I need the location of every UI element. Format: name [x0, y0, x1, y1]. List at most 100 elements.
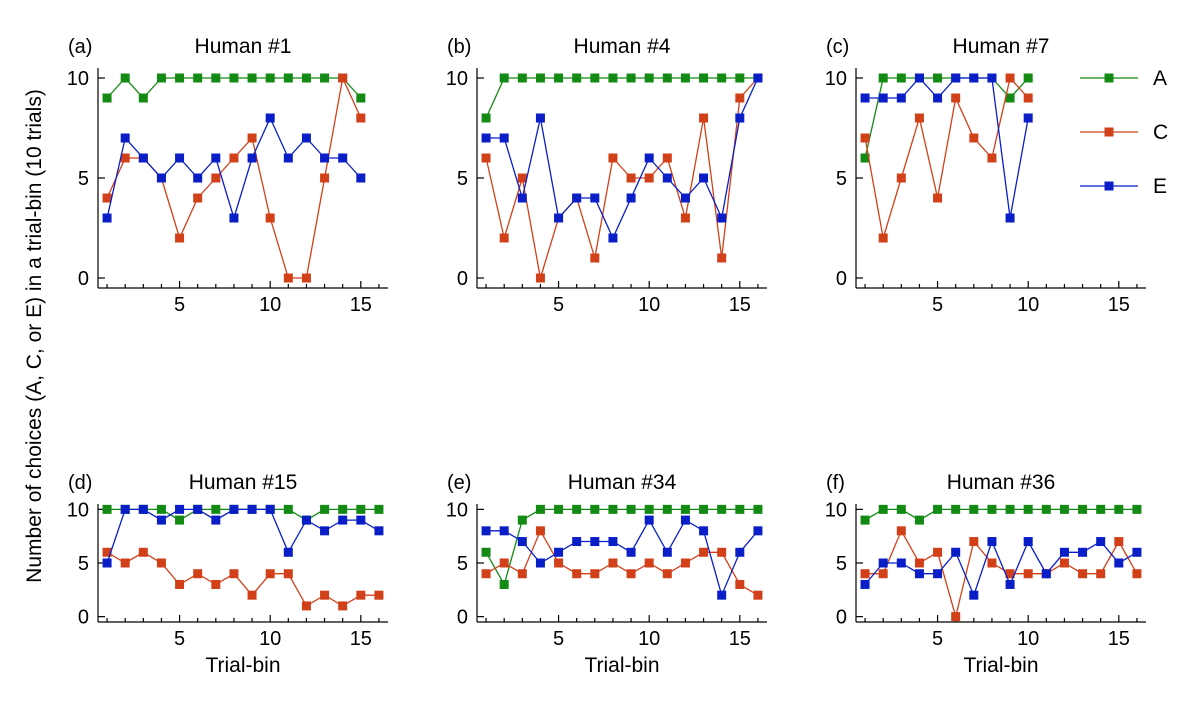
data-point-C — [356, 590, 366, 600]
y-tick-label: 10 — [825, 499, 847, 521]
data-point-E — [554, 213, 564, 223]
data-point-C — [644, 173, 654, 183]
data-point-E — [229, 504, 239, 514]
series-line-E — [864, 539, 1138, 598]
data-point-C — [374, 590, 384, 600]
data-point-E — [1041, 569, 1051, 579]
data-point-A — [175, 73, 185, 83]
data-point-A — [102, 93, 112, 103]
x-tick-label: 15 — [350, 294, 372, 316]
data-point-E — [156, 515, 166, 525]
data-point-E — [211, 153, 221, 163]
x-tick-label: 15 — [729, 294, 751, 316]
data-point-E — [175, 153, 185, 163]
data-point-A — [211, 504, 221, 514]
series-C — [481, 73, 763, 283]
data-point-A — [1078, 504, 1088, 514]
data-point-E — [914, 569, 924, 579]
x-tick-label: 10 — [638, 628, 660, 650]
data-point-E — [102, 558, 112, 568]
y-tick-label: 0 — [836, 607, 847, 629]
data-point-A — [211, 73, 221, 83]
data-point-A — [1023, 73, 1033, 83]
data-point-A — [120, 73, 130, 83]
data-point-C — [1005, 569, 1015, 579]
data-point-A — [481, 547, 491, 557]
data-point-A — [735, 73, 745, 83]
data-point-E — [753, 526, 763, 536]
data-point-E — [987, 73, 997, 83]
data-point-C — [699, 547, 709, 557]
x-tick-label: 10 — [259, 628, 281, 650]
data-point-E — [535, 558, 545, 568]
data-point-A — [156, 73, 166, 83]
data-point-E — [1078, 547, 1088, 557]
data-point-E — [590, 537, 600, 547]
series-line-C — [485, 529, 759, 596]
data-point-C — [951, 93, 961, 103]
data-point-C — [914, 113, 924, 123]
data-point-A — [229, 73, 239, 83]
data-point-C — [338, 73, 348, 83]
data-point-A — [499, 579, 509, 589]
data-point-A — [878, 504, 888, 514]
series-line-E — [486, 77, 759, 240]
data-point-C — [1023, 93, 1033, 103]
data-point-E — [753, 73, 763, 83]
data-point-C — [572, 569, 582, 579]
data-point-A — [283, 73, 293, 83]
series-line-A — [107, 508, 379, 521]
data-point-A — [138, 93, 148, 103]
series-line-C — [485, 77, 759, 279]
y-tick-label: 10 — [67, 499, 89, 521]
data-point-E — [608, 537, 618, 547]
data-point-E — [878, 558, 888, 568]
data-point-A — [320, 504, 330, 514]
data-point-E — [338, 515, 348, 525]
data-point-A — [717, 73, 727, 83]
x-tick-label: 10 — [1017, 628, 1039, 650]
data-point-E — [699, 173, 709, 183]
series-line-A — [485, 77, 758, 119]
y-tick-label: 0 — [78, 607, 89, 629]
legend-label: A — [1153, 67, 1167, 90]
data-point-A — [699, 73, 709, 83]
series-A — [102, 73, 366, 103]
data-point-A — [1005, 93, 1015, 103]
panel-6: 0 5 10 5 10 15 (f) Human #36 Trial-bin — [825, 471, 1146, 677]
data-point-C — [175, 579, 185, 589]
series-line-C — [865, 529, 1138, 620]
data-point-C — [481, 569, 491, 579]
x-tick-label: 5 — [932, 294, 943, 316]
series-E — [481, 515, 763, 600]
series-E — [860, 537, 1142, 600]
data-point-E — [102, 213, 112, 223]
data-point-C — [951, 612, 961, 622]
data-point-C — [878, 569, 888, 579]
data-point-E — [699, 526, 709, 536]
data-point-C — [896, 526, 906, 536]
panel-4: 0 5 10 5 10 15 (d) Human #15 Trial-bin — [67, 471, 388, 677]
data-point-C — [626, 569, 636, 579]
y-tick-label: 5 — [836, 168, 847, 190]
data-point-E — [662, 547, 672, 557]
data-point-A — [969, 504, 979, 514]
data-point-A — [896, 73, 906, 83]
data-point-E — [969, 73, 979, 83]
data-point-C — [265, 213, 275, 223]
data-point-E — [662, 173, 672, 183]
data-point-C — [211, 579, 221, 589]
series-C — [481, 526, 763, 600]
x-tick-label: 15 — [1108, 294, 1130, 316]
data-point-A — [951, 504, 961, 514]
series-line-C — [864, 76, 1029, 239]
data-point-E — [356, 515, 366, 525]
data-point-E — [535, 113, 545, 123]
data-point-A — [914, 515, 924, 525]
y-tick-label: 0 — [457, 268, 468, 290]
data-point-E — [1005, 213, 1015, 223]
data-point-C — [933, 547, 943, 557]
data-point-C — [735, 93, 745, 103]
data-point-C — [535, 526, 545, 536]
y-tick-label: 10 — [825, 68, 847, 90]
